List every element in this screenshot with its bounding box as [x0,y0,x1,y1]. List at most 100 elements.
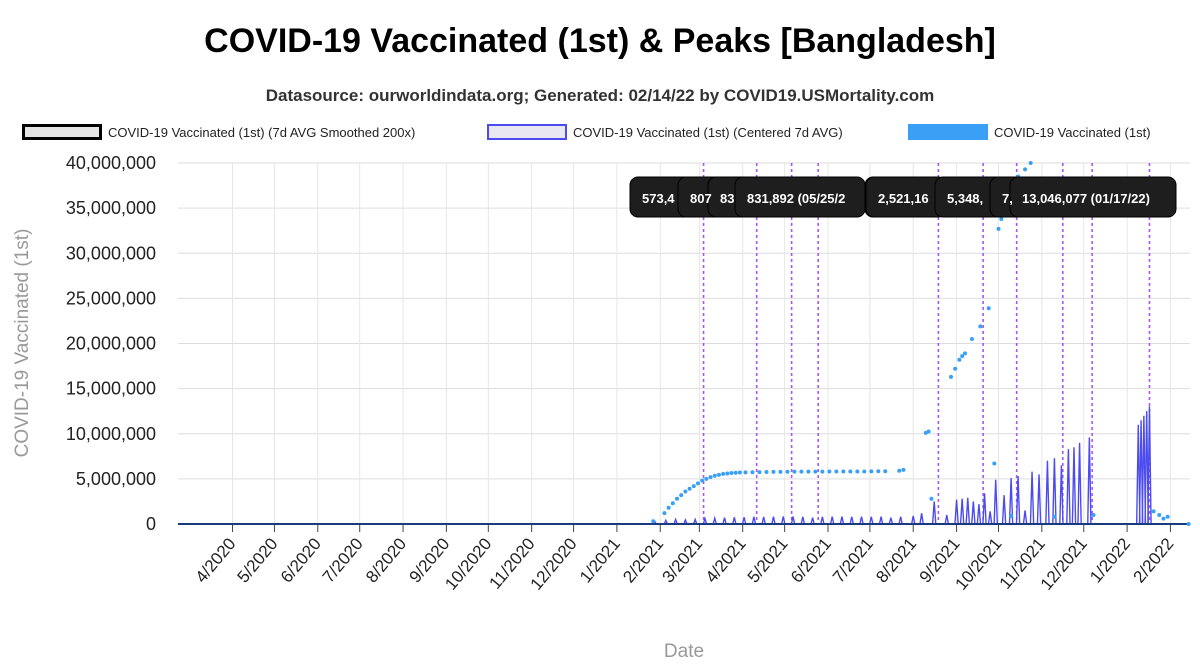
raw-data-point [721,471,726,476]
raw-data-point [764,470,769,475]
raw-data-point [986,306,991,311]
legend-swatch-smoothed [22,124,102,140]
centered-avg-spike [987,511,993,525]
raw-data-point [1165,514,1170,519]
raw-data-point [960,354,965,359]
x-tick-label: 12/2021 [1037,534,1091,593]
raw-data-point [999,216,1004,221]
raw-data-point [953,366,958,371]
peak-tooltip-box [707,176,759,218]
legend-label-centered: COVID-19 Vaccinated (1st) (Centered 7d A… [573,124,843,140]
peak-tooltip-box [629,176,711,218]
raw-data-point [962,351,967,356]
raw-data-point [923,430,928,435]
raw-data-point [737,470,742,475]
peak-tooltip-label: 5,348, [947,191,983,206]
raw-data-point [957,357,962,362]
raw-data-point [1151,509,1156,514]
centered-avg-spike [751,516,757,525]
x-axis-label: Date [664,641,704,662]
centered-avg-spike [761,516,766,525]
raw-data-point [750,470,755,475]
peak-tooltip-box [1009,176,1177,218]
centered-avg-spike [820,516,825,525]
centered-avg-spike [1015,476,1021,525]
raw-data-point [679,493,684,498]
raw-data-point [834,469,839,474]
centered-avg-spike [1052,458,1057,525]
raw-data-point [675,496,680,501]
raw-data-point [799,469,804,474]
centered-avg-spike [993,479,999,525]
centered-avg-spike [732,517,737,525]
peak-tooltip-label: 7, [1002,191,1013,206]
raw-data-point [1009,513,1014,518]
legend-swatch-centered [487,124,567,140]
centered-avg-spike [869,516,874,525]
legend-item-smoothed[interactable]: COVID-19 Vaccinated (1st) (7d AVG Smooth… [22,124,415,140]
x-tick-label: 6/2020 [277,534,325,586]
centered-avg-spike [652,519,657,525]
x-tick-label: 5/2020 [234,534,282,586]
peak-tooltip-label: 573,4 [642,191,675,206]
x-tick-label: 10/2020 [441,534,495,593]
centered-avg-spike [1008,477,1014,525]
raw-data-point [1028,161,1033,165]
peak-tooltip-label: 831,892 (05/25/2 [747,191,845,206]
raw-data-point [666,505,671,510]
raw-data-point [827,469,832,474]
x-tick-label: 10/2021 [952,534,1006,593]
centered-avg-spike [771,516,776,525]
centered-avg-spike [683,518,688,525]
raw-data-point [1002,206,1007,211]
peak-tooltip-label: 2,521,16 [878,191,929,206]
raw-data-point [792,469,797,474]
x-tick-label: 7/2021 [829,534,877,586]
centered-avg-spike [959,498,965,525]
x-tick-label: 5/2021 [744,534,792,586]
centered-avg-spike [1029,471,1035,525]
raw-data-point [691,484,696,489]
centered-avg-spike [790,516,796,525]
centered-avg-spike [1066,449,1071,525]
x-tick-label: 8/2021 [872,534,920,586]
y-tick-label: 35,000,000 [66,198,156,218]
raw-data-point [855,469,860,474]
centered-avg-spike [944,514,950,525]
peak-tooltip-box [677,176,731,218]
raw-data-point [1157,512,1162,517]
raw-data-point [712,473,717,478]
centered-avg-spike [1001,495,1007,525]
y-axis-label: COVID-19 Vaccinated (1st) [12,229,33,458]
raw-data-point [926,429,931,434]
raw-data-point [778,469,783,474]
centered-avg-spike [780,516,786,525]
centered-avg-spike [673,517,678,525]
y-tick-label: 25,000,000 [66,288,156,308]
raw-data-point [1052,514,1057,519]
peak-tooltip-box [934,176,1016,218]
raw-data-point [683,489,688,494]
centered-avg-spike [800,516,806,525]
x-tick-label: 4/2021 [702,534,750,586]
peak-tooltip-label: 807 [690,191,712,206]
raw-data-point [978,324,983,329]
legend-item-centered[interactable]: COVID-19 Vaccinated (1st) (Centered 7d A… [487,124,843,140]
raw-data-point [996,226,1001,231]
peak-tooltip-label: 13,046,077 (01/17/22) [1022,191,1150,206]
raw-data-point [687,486,692,491]
raw-data-point [662,511,667,516]
raw-data-point [695,481,700,486]
centered-avg-spike [702,516,708,525]
x-tick-label: 1/2021 [576,534,624,586]
x-tick-label: 9/2020 [405,534,453,586]
centered-avg-spike [1077,442,1082,525]
y-tick-label: 20,000,000 [66,334,156,354]
centered-avg-spike [1138,420,1144,525]
x-tick-label: 2/2021 [619,534,667,586]
centered-avg-spike [976,504,982,525]
raw-data-point [876,469,881,474]
legend-item-raw[interactable]: COVID-19 Vaccinated (1st) [908,124,1151,140]
raw-data-point [1161,516,1166,521]
centered-avg-spike [1135,424,1141,525]
